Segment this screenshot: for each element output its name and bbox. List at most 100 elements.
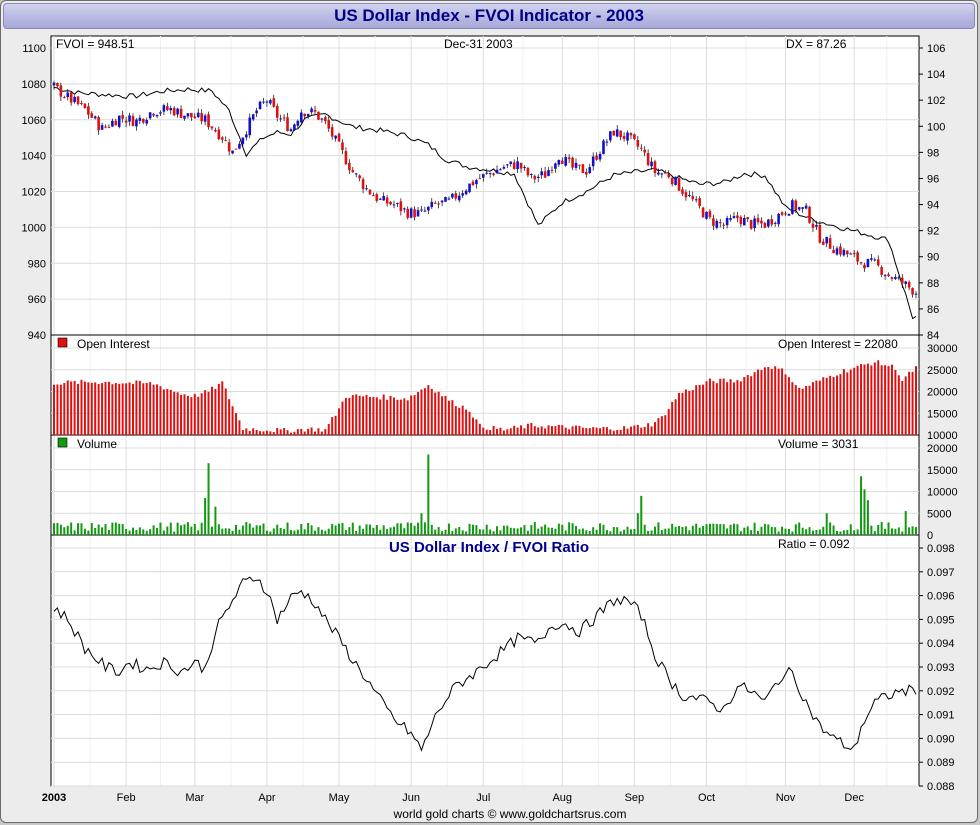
dx-candle-body [523,166,526,168]
fvoi-line [53,87,917,320]
dx-candle-body [547,170,550,177]
oi-bar [131,383,134,435]
dx-candle-body [289,129,293,132]
oi-bar [458,407,461,435]
dx-candle-body [506,164,509,166]
oi-bar [760,370,763,435]
volume-bar [83,528,86,535]
oi-bar [578,425,581,435]
dx-candle-body [111,120,114,127]
volume-bar [894,528,897,535]
volume-bar [475,525,478,535]
dx-candle-body [718,222,722,224]
volume-bar [348,527,351,535]
oi-bar [379,399,382,435]
oi-bar [344,397,347,435]
oi-bar [107,381,110,435]
volume-axis-tick-label: 15000 [927,465,958,477]
dx-candle-body [282,117,286,119]
volume-bar [131,527,134,535]
oi-bar [63,383,66,435]
oi-bar [866,363,869,435]
oi-bar [152,384,155,435]
dx-candle-body [358,175,361,179]
volume-bar [269,531,272,535]
dx-candle-body [313,109,317,112]
dx-candle-body [341,142,344,150]
oi-bar [259,431,262,435]
volume-bar [190,526,193,535]
volume-bar [853,530,856,535]
dx-candle-body [560,160,564,164]
dx-candle-body [196,112,200,118]
oi-bar [671,401,674,435]
ratio-axis-tick-label: 0.097 [927,567,955,579]
oi-bar [255,430,258,435]
oi-bar [520,425,523,435]
oi-bar [605,427,608,435]
dx-candle-body [485,172,489,174]
right-axis-tick-label: 90 [927,252,939,264]
dx-candle-body [784,213,787,215]
dx-candle-body [155,114,159,117]
volume-bar [248,523,251,535]
volume-bar [53,523,55,535]
volume-bar [623,529,626,535]
volume-bar [289,529,292,535]
volume-bar [540,526,543,535]
dx-candle-body [152,113,155,116]
volume-bar [846,530,849,535]
dx-candle-body [533,175,537,180]
volume-bar [681,526,684,535]
dx-candle-body [540,171,543,176]
oi-bar [818,380,821,435]
oi-bar [468,411,471,435]
dx-candle-body [626,132,629,141]
dx-candle-body [303,113,307,117]
volume-bar [245,522,248,535]
oi-bar [832,376,835,435]
ratio-axis-tick-label: 0.091 [927,710,955,722]
volume-bar [860,476,863,535]
oi-bar [423,388,426,435]
oi-bar [561,425,564,435]
oi-bar [80,379,83,435]
volume-bar [571,523,574,535]
oi-bar [533,426,536,435]
oi-bar [667,409,670,435]
volume-bar [107,529,110,535]
volume-bar [578,529,581,535]
right-axis-tick-label: 88 [927,278,939,290]
dx-candle-body [567,157,571,160]
volume-bar [832,525,835,535]
dx-candle-body [842,249,846,256]
volume-bar [403,528,406,535]
volume-bar [180,525,183,535]
dx-candle-body [148,112,152,119]
oi-legend-swatch [57,337,68,348]
oi-bar [283,428,286,435]
oi-bar [403,398,406,435]
volume-bar [616,527,619,535]
oi-bar [877,360,880,435]
volume-bar [897,527,900,535]
volume-bar [262,523,265,535]
oi-bar [547,425,550,435]
oi-bar [726,382,729,435]
oi-bar [516,427,519,435]
volume-bar [640,495,643,535]
dx-candle-body [433,202,437,204]
dx-candle-body [677,178,681,191]
oi-bar [712,381,715,435]
oi-bar [884,365,887,435]
oi-bar [719,378,722,435]
volume-bar [396,523,399,535]
month-tick-label: Feb [117,792,136,804]
dx-candle-body [887,274,890,276]
dx-candle-body [368,189,372,195]
dx-candle-body [385,197,389,204]
oi-bar [822,377,825,435]
dx-candle-body [674,176,677,185]
volume-bar [221,528,224,535]
oi-bar [447,400,450,435]
